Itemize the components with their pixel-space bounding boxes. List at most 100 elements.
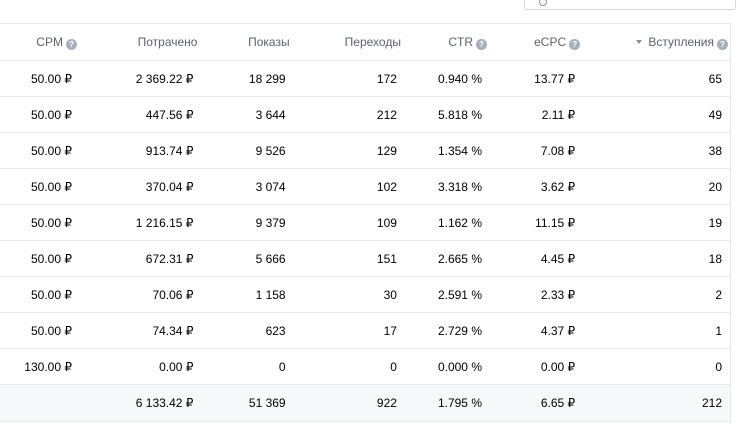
table-cell-ecpc: 13.77 ₽	[489, 60, 583, 97]
table-cell-clicks: 17	[292, 312, 404, 349]
table-cell-ctr: 1.162 %	[403, 204, 489, 241]
totals-cell-cpm	[0, 384, 79, 421]
table-cell-clicks: 172	[292, 60, 404, 97]
table-cell-cpm: 50.00 ₽	[0, 240, 79, 277]
table-row[interactable]: 50.00 ₽70.06 ₽1 158 30 2.591 % 2.33 ₽2	[0, 276, 730, 313]
column-header-impressions[interactable]: Показы	[199, 24, 293, 61]
column-header-ctr[interactable]: CTR?	[403, 24, 489, 61]
table-cell-ctr: 0.940 %	[403, 60, 489, 97]
totals-cell-ctr: 1.795 %	[403, 384, 489, 421]
table-cell-clicks: 30	[292, 276, 404, 313]
column-header-label: CPM	[36, 34, 63, 49]
column-header-ecpc[interactable]: eCPC?	[489, 24, 583, 61]
table-row[interactable]: 50.00 ₽1 216.15 ₽9 379 109 1.162 % 11.15 ₽1…	[0, 204, 730, 241]
table-cell-joins: 38	[582, 132, 730, 169]
table-cell-ecpc: 7.08 ₽	[489, 132, 583, 169]
column-header-label: Потрачено	[137, 35, 198, 49]
sort-desc-icon	[636, 39, 643, 44]
table-cell-spent: 1 216.15 ₽	[78, 204, 200, 241]
column-header-label: Показы	[248, 35, 290, 49]
table-cell-ctr: 2.665 %	[403, 240, 489, 277]
table-cell-clicks: 0	[390, 359, 397, 374]
table-cell-cpm: 50.00 ₽	[0, 132, 79, 169]
table-cell-joins: 20	[582, 168, 730, 205]
table-cell-ecpc: 4.45 ₽	[489, 240, 583, 277]
table-cell-impressions: 18 299	[199, 60, 293, 97]
stats-table: CPM? Потрачено Показы Переходы CTR? eCPC…	[0, 23, 731, 422]
table-row[interactable]: 130.00 ₽ 0.00 ₽ 0 0 0.000 % 0.00 ₽ 0	[0, 349, 730, 385]
table-row[interactable]: 50.00 ₽913.74 ₽9 526 129 1.354 % 7.08 ₽38	[0, 132, 730, 169]
table-cell-spent: 2 369.22 ₽	[78, 60, 200, 97]
table-cell-clicks: 212	[292, 96, 404, 133]
table-cell-clicks: 151	[292, 240, 404, 277]
table-cell-joins: 65	[582, 60, 730, 97]
table-cell-clicks: 102	[292, 168, 404, 205]
table-cell-joins: 18	[582, 240, 730, 277]
table-cell-joins: 1	[582, 312, 730, 349]
table-cell-spent: 913.74 ₽	[78, 132, 200, 169]
table-cell-ctr: 2.729 %	[403, 312, 489, 349]
table-cell-ecpc: 0.00 ₽	[540, 359, 576, 374]
column-header-cpm[interactable]: CPM?	[0, 24, 79, 61]
table-cell-impressions: 5 666	[199, 240, 293, 277]
search-input[interactable]	[524, 0, 736, 10]
table-cell-impressions: 3 074	[199, 168, 293, 205]
table-row[interactable]: 50.00 ₽2 369.22 ₽18 299 172 0.940 % 13.77 ₽…	[0, 60, 730, 97]
column-header-label: eCPC	[534, 34, 567, 49]
help-icon[interactable]: ?	[65, 38, 77, 50]
table-cell-ecpc: 3.62 ₽	[489, 168, 583, 205]
table-cell-joins: 49	[582, 96, 730, 133]
column-header-joins[interactable]: Вступления?	[582, 24, 730, 61]
search-icon	[539, 0, 547, 6]
table-cell-ecpc: 2.11 ₽	[489, 96, 583, 133]
table-cell-cpm: 50.00 ₽	[0, 60, 79, 97]
totals-cell-spent: 6 133.42 ₽	[78, 384, 200, 421]
table-cell-spent: 74.34 ₽	[78, 312, 200, 349]
totals-row: 6 133.42 ₽ 51 369 922 1.795 % 6.65 ₽ 212	[0, 384, 730, 421]
table-row[interactable]: 50.00 ₽447.56 ₽3 644 212 5.818 % 2.11 ₽49	[0, 96, 730, 133]
table-cell-cpm: 130.00 ₽	[24, 359, 72, 374]
table-cell-ctr: 5.818 %	[403, 96, 489, 133]
table-cell-impressions: 9 526	[199, 132, 293, 169]
table-cell-impressions: 0	[278, 359, 286, 374]
table-cell-spent: 447.56 ₽	[78, 96, 200, 133]
table-cell-cpm: 50.00 ₽	[0, 204, 79, 241]
table-cell-spent: 70.06 ₽	[78, 276, 200, 313]
table-cell-ecpc: 2.33 ₽	[489, 276, 583, 313]
column-header-label: Вступления	[648, 34, 714, 49]
column-header-spent[interactable]: Потрачено	[78, 24, 200, 61]
table-cell-clicks: 129	[292, 132, 404, 169]
table-cell-joins: 2	[582, 276, 730, 313]
table-cell-spent: 370.04 ₽	[78, 168, 200, 205]
table-cell-cpm: 50.00 ₽	[0, 168, 79, 205]
table-cell-impressions: 1 158	[199, 276, 293, 313]
totals-cell-clicks: 922	[292, 384, 404, 421]
totals-cell-impressions: 51 369	[199, 384, 293, 421]
table-cell-ecpc: 4.37 ₽	[489, 312, 583, 349]
help-icon[interactable]: ?	[717, 38, 728, 50]
table-cell-spent: 0.00 ₽	[159, 359, 194, 374]
column-header-label: CTR	[448, 34, 473, 49]
table-row[interactable]: 50.00 ₽370.04 ₽3 074 102 3.318 % 3.62 ₽20	[0, 168, 730, 205]
totals-cell-ecpc: 6.65 ₽	[489, 384, 583, 421]
table-row[interactable]: 50.00 ₽74.34 ₽623 17 2.729 % 4.37 ₽1	[0, 312, 730, 349]
table-header-row: CPM? Потрачено Показы Переходы CTR? eCPC…	[0, 24, 730, 61]
table-cell-spent: 672.31 ₽	[78, 240, 200, 277]
totals-cell-joins: 212	[582, 384, 730, 421]
table-cell-clicks: 109	[292, 204, 404, 241]
table-cell-cpm: 50.00 ₽	[0, 96, 79, 133]
column-header-label: Переходы	[344, 35, 401, 49]
table-cell-cpm: 50.00 ₽	[0, 276, 79, 313]
table-cell-impressions: 9 379	[199, 204, 293, 241]
table-row[interactable]: 50.00 ₽672.31 ₽5 666 151 2.665 % 4.45 ₽18	[0, 240, 730, 277]
table-cell-joins: 0	[715, 359, 722, 374]
table-cell-joins: 19	[582, 204, 730, 241]
help-icon[interactable]: ?	[569, 38, 581, 50]
help-icon[interactable]: ?	[476, 38, 487, 50]
column-header-clicks[interactable]: Переходы	[292, 24, 404, 61]
table-cell-cpm: 50.00 ₽	[0, 312, 79, 349]
table-cell-ctr: 1.354 %	[403, 132, 489, 169]
table-cell-ctr: 3.318 %	[403, 168, 489, 205]
table-cell-ecpc: 11.15 ₽	[489, 204, 583, 241]
table-cell-ctr: 0.000 %	[437, 359, 482, 374]
